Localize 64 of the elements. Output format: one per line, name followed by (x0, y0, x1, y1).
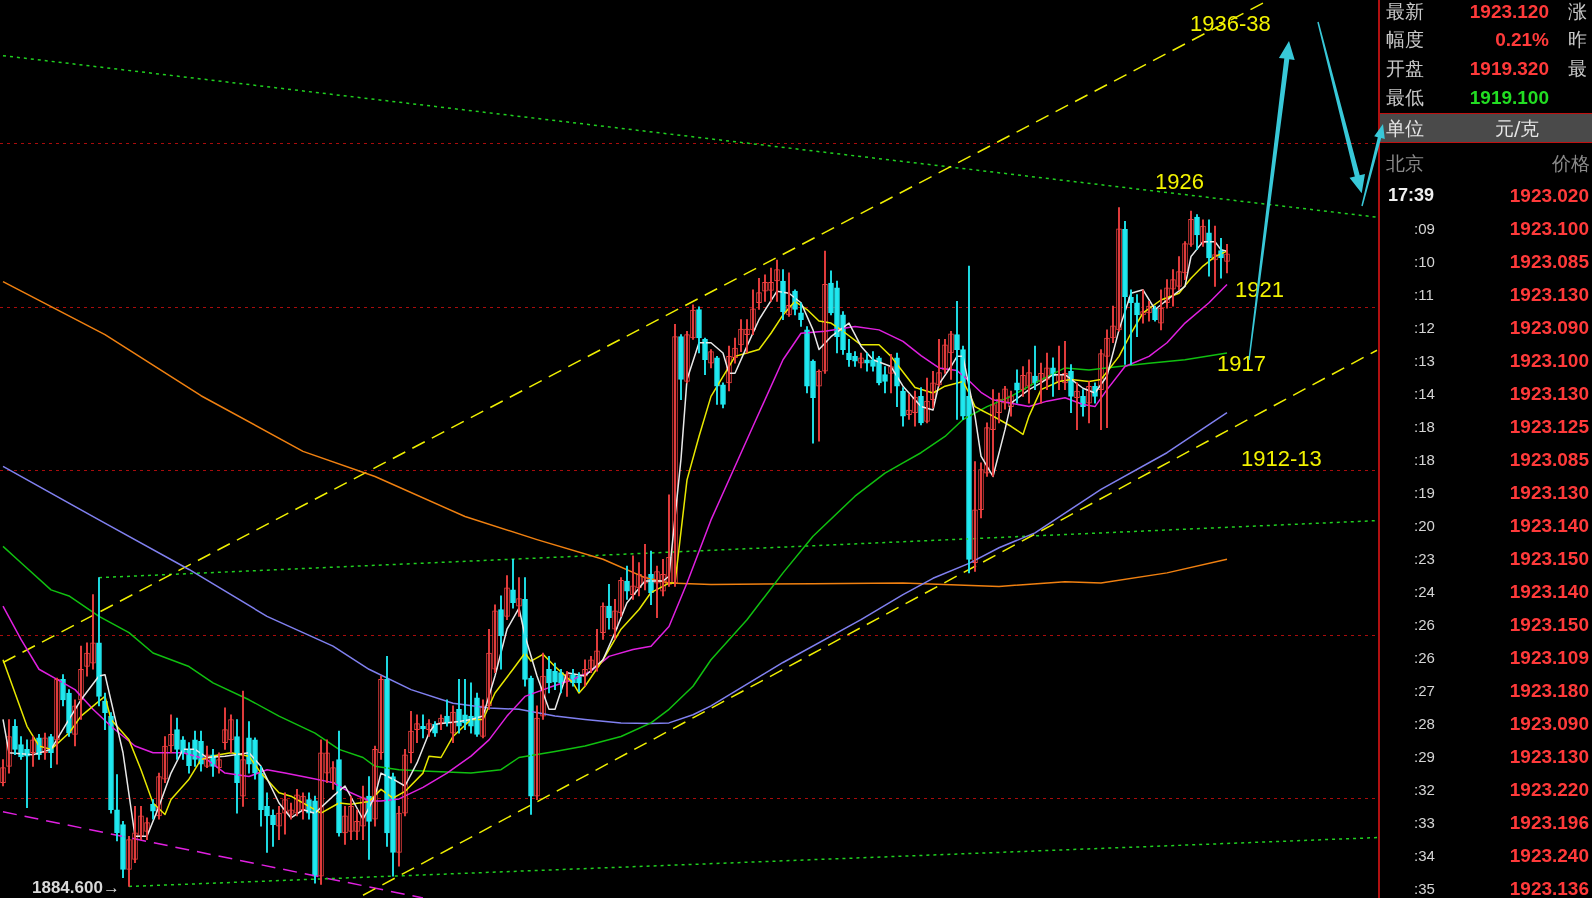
text: 1923.180 (1509, 679, 1589, 701)
text: 1923.130 (1509, 382, 1589, 404)
text: :33 (1414, 813, 1435, 831)
text: 1923.130 (1509, 283, 1589, 305)
text: 1923.085 (1509, 250, 1589, 272)
text: 17:39 (1388, 185, 1435, 205)
text: :28 (1414, 714, 1435, 732)
text: 1923.090 (1509, 712, 1589, 734)
text: 1923.109 (1509, 646, 1589, 668)
text: 1923.140 (1509, 580, 1589, 602)
text: :26 (1414, 648, 1435, 666)
text: :18 (1414, 417, 1435, 435)
text: 1923.100 (1509, 217, 1589, 239)
text: :18 (1414, 450, 1435, 468)
text: :13 (1414, 351, 1435, 369)
text: :32 (1414, 780, 1435, 798)
text: :23 (1414, 549, 1435, 567)
text: 1923.120 (1469, 0, 1549, 22)
annotation: 1884.600→ (32, 877, 120, 897)
text: :27 (1414, 681, 1435, 699)
text: :11 (1414, 285, 1434, 303)
text: 1923.130 (1509, 481, 1589, 503)
text: 1923.196 (1509, 811, 1589, 833)
text: 幅度 (1386, 27, 1424, 50)
text: 1923.085 (1509, 448, 1589, 470)
text: 最低 (1386, 85, 1424, 108)
text: :34 (1414, 846, 1435, 864)
text: 1923.125 (1509, 415, 1589, 437)
text: 1926 (1155, 169, 1204, 195)
text: 1923.136 (1509, 877, 1589, 898)
text: 1923.140 (1509, 514, 1589, 536)
text: 最新 (1386, 0, 1424, 22)
text: 元/克 (1495, 116, 1540, 139)
text: 价格 (1552, 151, 1590, 174)
text: 1923.100 (1509, 349, 1589, 371)
annotation: 1917 (1217, 351, 1266, 377)
text: 1923.020 (1509, 184, 1589, 206)
text: 昨 (1568, 27, 1587, 50)
text: 单位 (1386, 116, 1424, 139)
text: 最 (1568, 56, 1587, 79)
text: :12 (1414, 318, 1435, 336)
text: 涨 (1568, 0, 1587, 22)
text: :09 (1414, 219, 1435, 237)
text: 1919.320 (1469, 57, 1549, 79)
text: 0.21% (1495, 28, 1549, 50)
text: :35 (1414, 879, 1435, 897)
text: 1923.220 (1509, 778, 1589, 800)
text: :20 (1414, 516, 1435, 534)
text: :10 (1414, 252, 1435, 270)
text: 开盘 (1386, 56, 1424, 79)
text: 北京 (1386, 151, 1424, 174)
text: 1923.130 (1509, 745, 1589, 767)
text: 1923.090 (1509, 316, 1589, 338)
text: 1923.150 (1509, 547, 1589, 569)
text: 1923.150 (1509, 613, 1589, 635)
text: 1936-38 (1190, 11, 1271, 37)
text: 1923.240 (1509, 844, 1589, 866)
text: 1919.100 (1469, 86, 1549, 108)
text: :14 (1414, 384, 1435, 402)
annotation: 1912-13 (1241, 446, 1322, 472)
text: :19 (1414, 483, 1435, 501)
text: :29 (1414, 747, 1435, 765)
text: :24 (1414, 582, 1435, 600)
text: :26 (1414, 615, 1435, 633)
